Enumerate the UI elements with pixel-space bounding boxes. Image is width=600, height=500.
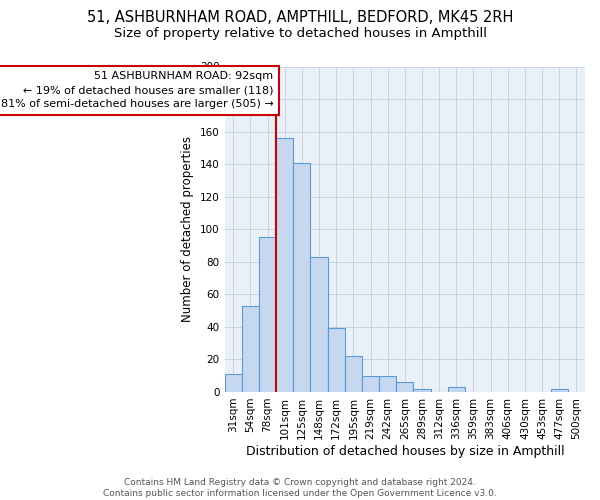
Bar (551, 388, 568, 392)
Text: 51, ASHBURNHAM ROAD, AMPTHILL, BEDFORD, MK45 2RH: 51, ASHBURNHAM ROAD, AMPTHILL, BEDFORD, … (87, 10, 513, 25)
Bar (259, 238, 276, 392)
Bar (242, 306, 259, 392)
Bar (362, 376, 379, 392)
Text: Size of property relative to detached houses in Ampthill: Size of property relative to detached ho… (113, 28, 487, 40)
Y-axis label: Number of detached properties: Number of detached properties (181, 136, 194, 322)
Text: Contains HM Land Registry data © Crown copyright and database right 2024.
Contai: Contains HM Land Registry data © Crown c… (103, 478, 497, 498)
Bar (293, 162, 310, 392)
Bar (328, 328, 345, 392)
Bar (276, 138, 293, 392)
Bar (413, 388, 431, 392)
Bar (224, 374, 242, 392)
X-axis label: Distribution of detached houses by size in Ampthill: Distribution of detached houses by size … (245, 444, 564, 458)
Bar (379, 376, 396, 392)
Bar (396, 382, 413, 392)
Bar (448, 387, 465, 392)
Bar (345, 356, 362, 392)
Text: 51 ASHBURNHAM ROAD: 92sqm
← 19% of detached houses are smaller (118)
81% of semi: 51 ASHBURNHAM ROAD: 92sqm ← 19% of detac… (1, 72, 274, 110)
Bar (310, 257, 328, 392)
